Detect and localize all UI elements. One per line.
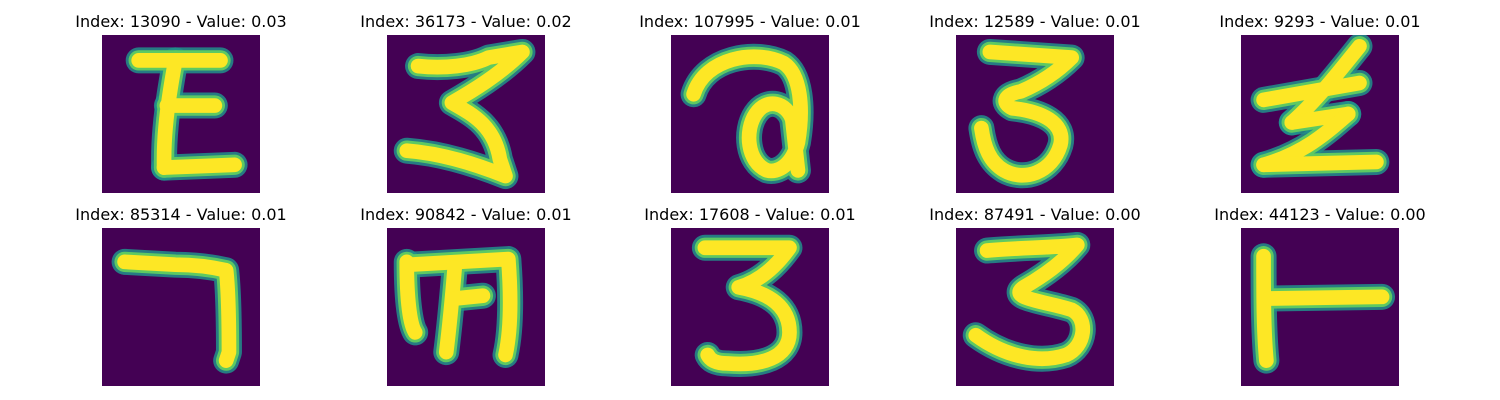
panel: Index: 36173 - Value: 0.02 <box>316 0 616 200</box>
glyph-stroke <box>156 53 183 175</box>
glyph-stroke <box>968 237 1091 367</box>
glyph-stroke <box>447 288 491 306</box>
glyph-image <box>956 228 1114 386</box>
glyph-image <box>1241 228 1399 386</box>
panel-title: Index: 90842 - Value: 0.01 <box>360 205 572 224</box>
panel-image <box>671 35 829 193</box>
glyph-stroke <box>1256 75 1367 108</box>
panel-title: Index: 12589 - Value: 0.01 <box>929 12 1141 31</box>
panel-image <box>956 35 1114 193</box>
glyph-image <box>956 35 1114 193</box>
glyph-stroke <box>156 157 242 175</box>
glyph-stroke <box>686 49 808 179</box>
glyph-stroke <box>974 44 1080 183</box>
glyph-image <box>387 35 545 193</box>
glyph-stroke <box>1261 289 1390 306</box>
glyph-stroke <box>117 254 237 368</box>
glyph-stroke <box>1256 154 1384 173</box>
panel-image <box>1241 228 1399 386</box>
glyph-stroke <box>399 254 423 340</box>
glyph-image <box>102 35 260 193</box>
panel: Index: 107995 - Value: 0.01 <box>600 0 900 200</box>
panel-title: Index: 85314 - Value: 0.01 <box>75 205 287 224</box>
glyph-image <box>1241 35 1399 193</box>
panel-image <box>1241 35 1399 193</box>
glyph-stroke <box>697 240 797 372</box>
panel-title: Index: 87491 - Value: 0.00 <box>929 205 1141 224</box>
panel-title: Index: 44123 - Value: 0.00 <box>1214 205 1426 224</box>
glyph-image <box>387 228 545 386</box>
glyph-image <box>671 228 829 386</box>
panel: Index: 44123 - Value: 0.00 <box>1170 193 1470 393</box>
panel-title: Index: 36173 - Value: 0.02 <box>360 12 572 31</box>
panel: Index: 85314 - Value: 0.01 <box>31 193 331 393</box>
glyph-stroke <box>438 260 463 360</box>
panel: Index: 12589 - Value: 0.01 <box>885 0 1185 200</box>
panel: Index: 90842 - Value: 0.01 <box>316 193 616 393</box>
panel-title: Index: 17608 - Value: 0.01 <box>644 205 856 224</box>
panel-image <box>102 35 260 193</box>
glyph-stroke <box>402 251 518 363</box>
panel-title: Index: 9293 - Value: 0.01 <box>1219 12 1421 31</box>
panel-title: Index: 107995 - Value: 0.01 <box>639 12 861 31</box>
panel-image <box>671 228 829 386</box>
glyph-image <box>102 228 260 386</box>
glyph-image <box>671 35 829 193</box>
glyph-stroke <box>1256 248 1274 368</box>
panel: Index: 13090 - Value: 0.03 <box>31 0 331 200</box>
panel-image <box>387 228 545 386</box>
panel-title: Index: 13090 - Value: 0.03 <box>75 12 287 31</box>
panel: Index: 87491 - Value: 0.00 <box>885 193 1185 393</box>
panel-image <box>387 35 545 193</box>
panel-image <box>102 228 260 386</box>
panel: Index: 9293 - Value: 0.01 <box>1170 0 1470 200</box>
glyph-stroke <box>399 44 530 184</box>
panel-image <box>956 228 1114 386</box>
panel: Index: 17608 - Value: 0.01 <box>600 193 900 393</box>
